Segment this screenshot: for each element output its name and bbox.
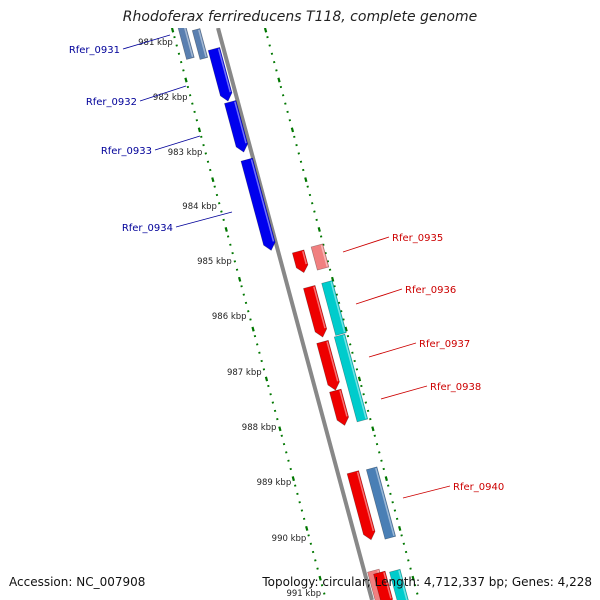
- gene-label: Rfer_0934: [122, 223, 173, 234]
- map-title: Rhodoferax ferrireducens T118, complete …: [122, 9, 478, 25]
- tick-label: 987 kbp: [227, 368, 262, 378]
- tick-mark: [278, 426, 282, 432]
- gene-label-leader: [122, 34, 171, 50]
- tick-label: 981 kbp: [138, 38, 173, 48]
- tick-mark: [263, 28, 268, 33]
- tick-mark: [371, 426, 375, 432]
- gene-label-leader: [154, 135, 201, 151]
- gene-rfer-0934: [240, 157, 276, 251]
- tick-label: 988 kbp: [242, 423, 277, 433]
- gene-rfer-0931: [207, 47, 233, 102]
- gene-label-leader: [175, 211, 233, 228]
- gene-label: Rfer_0937: [419, 339, 470, 350]
- gene-label: Rfer_0933: [101, 146, 152, 157]
- tick-mark: [317, 227, 321, 232]
- gene-rfer-0938: [329, 388, 349, 426]
- tick-mark: [305, 525, 309, 531]
- gene-rfer-0940-strip: [365, 466, 397, 540]
- genome-backbone: [216, 28, 374, 600]
- accession-label: Accession: NC_007908: [9, 575, 146, 589]
- tick-label: 989 kbp: [257, 478, 292, 488]
- tick-label: 986 kbp: [212, 312, 247, 322]
- gene-rfer-0936: [303, 284, 328, 338]
- gene-label: Rfer_0938: [430, 382, 481, 393]
- tick-label: 982 kbp: [153, 93, 188, 103]
- tick-mark: [331, 276, 335, 282]
- tick-mark: [344, 326, 348, 332]
- gene-label-leader: [139, 85, 187, 102]
- tick-label: 983 kbp: [168, 148, 203, 158]
- gene-rfer-0941-strip: [389, 568, 411, 600]
- tick-mark: [211, 177, 215, 183]
- gene-rfer-0935-faded: [310, 243, 330, 271]
- gene-label: Rfer_0931: [69, 45, 120, 56]
- gene-label: Rfer_0935: [392, 233, 443, 244]
- tick-mark: [384, 476, 388, 482]
- gene-label: Rfer_0932: [86, 97, 137, 108]
- left-tick-track: [170, 28, 326, 595]
- tick-mark: [197, 127, 202, 133]
- gene-rfer-0941: [373, 570, 393, 600]
- gene-label-leader: [342, 236, 390, 253]
- gene-label-leader: [368, 342, 417, 358]
- right-tick-track: [263, 28, 419, 595]
- tick-mark: [224, 227, 228, 232]
- tick-mark: [304, 177, 308, 183]
- gene-rfer-0931-partial: [177, 28, 195, 60]
- tick-mark: [184, 77, 188, 83]
- tick-mark: [264, 376, 269, 382]
- tick-mark: [398, 525, 402, 531]
- tick-mark: [357, 376, 362, 382]
- tick-label: 984 kbp: [182, 202, 217, 212]
- gene-rfer-0940: [346, 470, 376, 541]
- gene-label-leader: [355, 288, 403, 305]
- tick-mark: [318, 575, 322, 581]
- gene-rfer-0936-strip: [321, 280, 347, 336]
- gene-rfer-0932: [224, 99, 249, 153]
- tick-labels: 981 kbp 982 kbp 983 kbp 984 kbp 985 kbp 986 k…: [138, 38, 321, 599]
- tick-label: 985 kbp: [197, 257, 232, 267]
- gene-rfer-0937-strip: [333, 333, 369, 423]
- tick-label: 990 kbp: [272, 534, 307, 544]
- tick-mark: [251, 326, 255, 332]
- tick-mark: [411, 575, 415, 581]
- tick-mark: [290, 127, 295, 133]
- gene-rfer-0930-partial: [191, 28, 209, 60]
- gene-label-leader: [402, 485, 451, 499]
- gene-label: Rfer_0936: [405, 285, 456, 296]
- feature-track: [177, 28, 411, 600]
- gene-rfer-0935: [291, 249, 309, 274]
- tick-mark: [291, 476, 295, 482]
- gene-labels: Rfer_0931 Rfer_0932 Rfer_0933 Rfer_0934 Rfer…: [69, 34, 504, 499]
- tick-mark: [277, 77, 281, 83]
- gene-label-leader: [380, 385, 428, 400]
- genome-info-label: Topology: circular; Length: 4,712,337 bp…: [262, 575, 592, 589]
- gene-rfer-0937: [316, 339, 340, 391]
- gene-label: Rfer_0940: [453, 482, 504, 493]
- tick-label: 991 kbp: [286, 589, 321, 599]
- tick-mark: [238, 276, 242, 282]
- tick-mark: [170, 28, 175, 33]
